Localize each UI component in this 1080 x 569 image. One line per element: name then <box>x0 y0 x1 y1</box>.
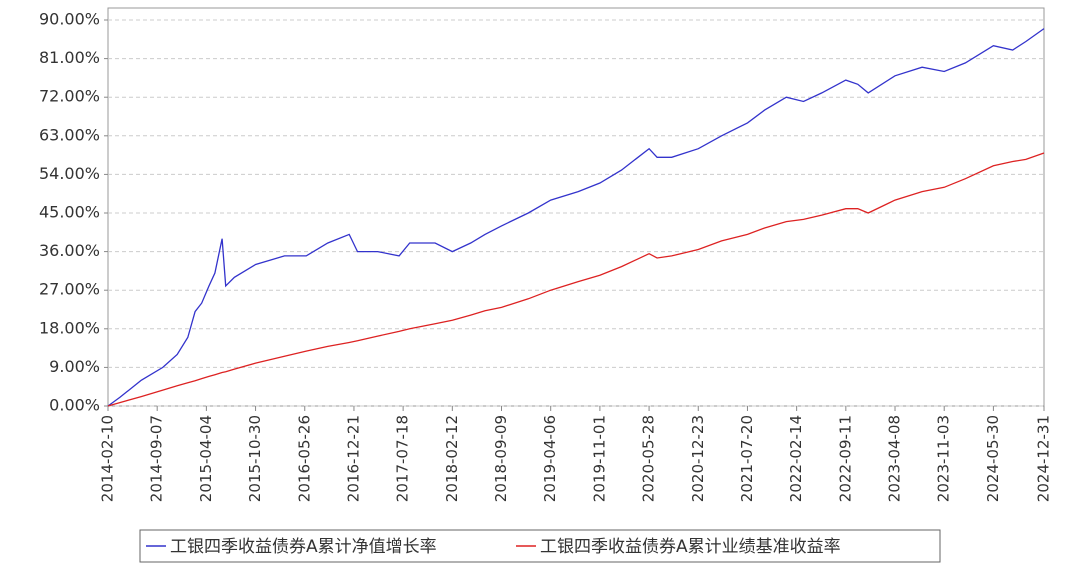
x-tick-label: 2018-02-12 <box>443 415 461 502</box>
x-tick-label: 2020-12-23 <box>689 415 707 502</box>
series-line <box>107 152 1045 407</box>
legend-label: 工银四季收益债券A累计净值增长率 <box>170 537 437 557</box>
plot-area <box>107 7 1045 407</box>
series-line <box>107 28 1045 407</box>
y-tick-label: 9.00% <box>49 357 100 376</box>
legend-label: 工银四季收益债券A累计业绩基准收益率 <box>540 537 841 557</box>
x-tick-label: 2015-10-30 <box>246 415 264 502</box>
x-tick-label: 2014-09-07 <box>148 415 166 502</box>
y-tick-label: 45.00% <box>39 203 100 222</box>
x-tick-label: 2023-04-08 <box>886 415 904 502</box>
x-tick-label: 2016-12-21 <box>344 415 362 502</box>
y-tick-label: 18.00% <box>39 318 100 337</box>
x-tick-label: 2021-07-20 <box>738 415 756 502</box>
x-tick-label: 2024-05-30 <box>984 415 1002 502</box>
y-tick-label: 0.00% <box>49 396 100 415</box>
x-tick-label: 2022-09-11 <box>836 415 854 502</box>
x-tick-label: 2019-11-01 <box>590 415 608 502</box>
y-tick-label: 36.00% <box>39 241 100 260</box>
x-tick-label: 2020-05-28 <box>640 415 658 502</box>
x-tick-label: 2022-02-14 <box>787 415 805 502</box>
y-tick-label: 63.00% <box>39 125 100 144</box>
x-tick-label: 2023-11-03 <box>935 415 953 502</box>
x-tick-label: 2015-04-04 <box>197 415 215 502</box>
x-tick-label: 2018-09-09 <box>492 415 510 502</box>
y-tick-label: 81.00% <box>39 48 100 67</box>
x-tick-label: 2016-05-26 <box>295 415 313 502</box>
x-tick-label: 2019-04-06 <box>541 415 559 502</box>
x-tick-label: 2017-07-18 <box>394 415 412 502</box>
legend-box <box>139 529 941 563</box>
y-tick-label: 54.00% <box>39 164 100 183</box>
y-tick-label: 72.00% <box>39 87 100 106</box>
y-tick-label: 27.00% <box>39 280 100 299</box>
x-tick-label: 2014-02-10 <box>99 415 117 502</box>
y-tick-label: 90.00% <box>39 10 100 29</box>
x-tick-label: 2024-12-31 <box>1035 415 1053 502</box>
